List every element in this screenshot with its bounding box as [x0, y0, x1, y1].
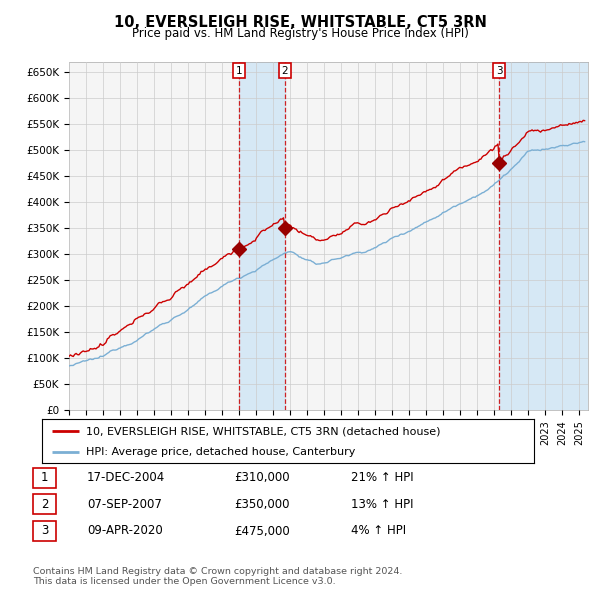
Bar — [499, 62, 588, 410]
Text: £475,000: £475,000 — [234, 525, 290, 537]
Text: This data is licensed under the Open Government Licence v3.0.: This data is licensed under the Open Gov… — [33, 576, 335, 586]
Text: 09-APR-2020: 09-APR-2020 — [87, 525, 163, 537]
Text: 2: 2 — [281, 65, 288, 76]
Text: 07-SEP-2007: 07-SEP-2007 — [87, 498, 162, 511]
Text: HPI: Average price, detached house, Canterbury: HPI: Average price, detached house, Cant… — [86, 447, 356, 457]
Text: 1: 1 — [41, 471, 48, 484]
Text: 3: 3 — [41, 525, 48, 537]
Text: 3: 3 — [496, 65, 502, 76]
Text: 2: 2 — [41, 498, 48, 511]
Text: 17-DEC-2004: 17-DEC-2004 — [87, 471, 165, 484]
Text: £310,000: £310,000 — [234, 471, 290, 484]
Text: 10, EVERSLEIGH RISE, WHITSTABLE, CT5 3RN (detached house): 10, EVERSLEIGH RISE, WHITSTABLE, CT5 3RN… — [86, 427, 441, 436]
Text: £350,000: £350,000 — [234, 498, 290, 511]
Bar — [239, 62, 285, 410]
Text: 13% ↑ HPI: 13% ↑ HPI — [351, 498, 413, 511]
Text: Contains HM Land Registry data © Crown copyright and database right 2024.: Contains HM Land Registry data © Crown c… — [33, 566, 403, 576]
Text: 4% ↑ HPI: 4% ↑ HPI — [351, 525, 406, 537]
Text: 1: 1 — [235, 65, 242, 76]
Text: Price paid vs. HM Land Registry's House Price Index (HPI): Price paid vs. HM Land Registry's House … — [131, 27, 469, 40]
Text: 21% ↑ HPI: 21% ↑ HPI — [351, 471, 413, 484]
Text: 10, EVERSLEIGH RISE, WHITSTABLE, CT5 3RN: 10, EVERSLEIGH RISE, WHITSTABLE, CT5 3RN — [113, 15, 487, 30]
